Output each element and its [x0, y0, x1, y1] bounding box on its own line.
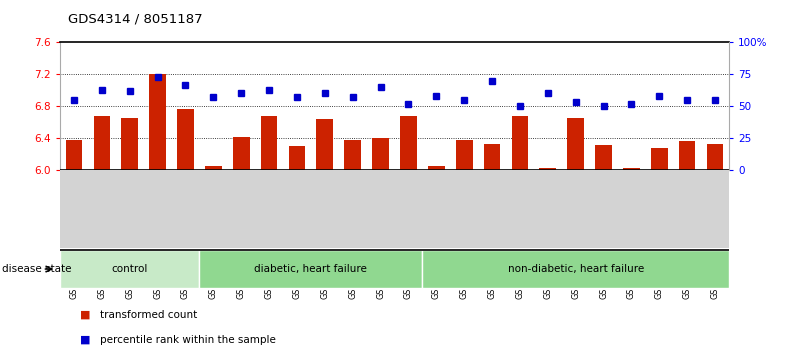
Bar — [122, 118, 138, 170]
Bar — [94, 116, 111, 170]
Bar — [233, 137, 250, 170]
Bar — [149, 74, 166, 170]
Bar — [205, 166, 222, 170]
Text: non-diabetic, heart failure: non-diabetic, heart failure — [508, 264, 644, 274]
Text: transformed count: transformed count — [100, 310, 197, 320]
Bar — [512, 116, 529, 170]
Bar — [567, 118, 584, 170]
Bar — [539, 167, 556, 170]
Bar — [595, 145, 612, 170]
Bar — [344, 141, 361, 170]
Bar — [288, 146, 305, 170]
Text: disease state: disease state — [2, 264, 71, 274]
Text: GDS4314 / 8051187: GDS4314 / 8051187 — [68, 12, 203, 25]
Bar — [261, 116, 277, 170]
Bar — [316, 119, 333, 170]
Bar — [706, 144, 723, 170]
Bar — [372, 138, 389, 170]
Bar — [428, 166, 445, 170]
Text: diabetic, heart failure: diabetic, heart failure — [255, 264, 368, 274]
Bar — [199, 250, 422, 288]
Text: percentile rank within the sample: percentile rank within the sample — [100, 335, 276, 345]
Bar — [422, 250, 729, 288]
Bar — [60, 250, 199, 288]
Bar — [400, 116, 417, 170]
Bar — [484, 144, 501, 170]
Bar — [678, 141, 695, 170]
Bar — [623, 167, 640, 170]
Text: ■: ■ — [80, 335, 91, 345]
Text: control: control — [111, 264, 148, 274]
Text: ■: ■ — [80, 310, 91, 320]
Bar — [177, 109, 194, 170]
Bar — [456, 141, 473, 170]
Bar — [651, 148, 667, 170]
Bar — [66, 139, 83, 170]
